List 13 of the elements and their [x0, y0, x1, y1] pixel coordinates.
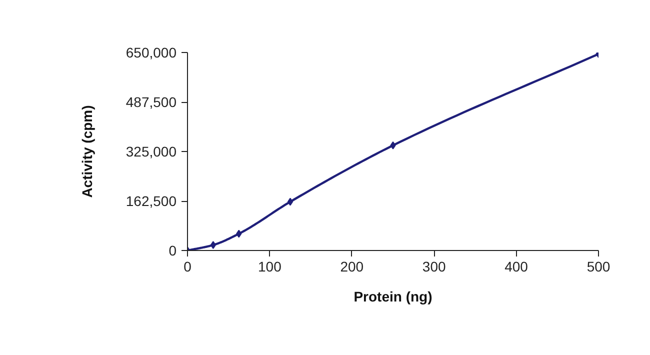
- x-tick-label: 200: [340, 258, 364, 274]
- y-tick-label: 650,000: [126, 44, 177, 60]
- x-tick-label: 400: [504, 258, 528, 274]
- x-tick-label: 0: [184, 258, 192, 274]
- y-tick-label: 487,500: [126, 94, 177, 110]
- x-tick-label: 500: [586, 258, 610, 274]
- y-tick-label: 162,500: [126, 193, 177, 209]
- x-tick-label: 300: [422, 258, 446, 274]
- y-tick-label: 0: [168, 242, 177, 258]
- y-axis-title: Activity (cpm): [78, 105, 95, 198]
- x-axis-title: Protein (ng): [354, 288, 432, 304]
- y-tick-label: 325,000: [126, 144, 177, 160]
- x-tick-label: 100: [258, 258, 282, 274]
